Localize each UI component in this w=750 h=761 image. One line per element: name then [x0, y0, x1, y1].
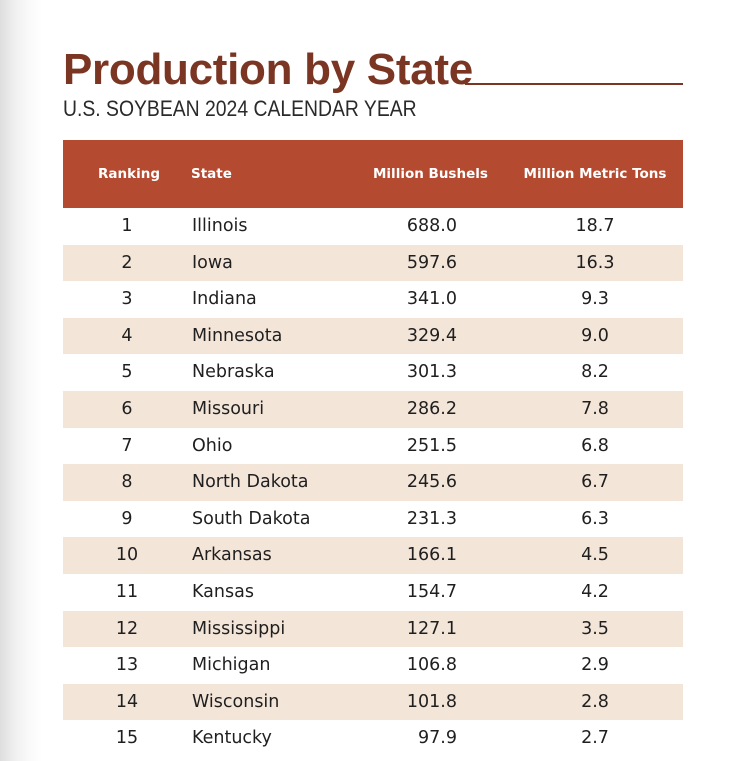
- state-cell: Iowa: [192, 252, 233, 273]
- million-bushels-cell: 97.9: [418, 728, 457, 749]
- table-row: 15 Kentucky 97.9 2.7: [63, 720, 683, 757]
- table-row: 14 Wisconsin 101.8 2.8: [63, 683, 683, 721]
- state-cell: Arkansas: [192, 545, 272, 566]
- million-bushels-cell: 245.6: [406, 472, 457, 493]
- million-metric-tons-cell: 6.3: [581, 508, 609, 529]
- table-row: 9 South Dakota 231.3 6.3: [63, 501, 683, 538]
- million-metric-tons-cell: 3.5: [581, 618, 609, 639]
- rank-cell: 15: [115, 728, 139, 749]
- table-row: 2 Iowa 597.6 16.3: [63, 244, 683, 282]
- state-cell: Ohio: [192, 435, 233, 456]
- page-subtitle: U.S. SOYBEAN 2024 CALENDAR YEAR: [63, 96, 417, 121]
- million-bushels-cell: 166.1: [406, 545, 457, 566]
- rank-cell: 9: [121, 508, 133, 529]
- million-bushels-cell: 301.3: [406, 362, 457, 383]
- table-header: Ranking State Million Bushels Million Me…: [63, 140, 683, 208]
- million-bushels-cell: 688.0: [406, 216, 457, 236]
- page-title: Production by State: [63, 45, 473, 94]
- rank-cell: 11: [115, 581, 139, 602]
- million-metric-tons-cell: 6.7: [581, 472, 609, 493]
- million-metric-tons-cell: 16.3: [575, 252, 615, 273]
- table-row: 4 Minnesota 329.4 9.0: [63, 317, 683, 355]
- table-row: 8 North Dakota 245.6 6.7: [63, 464, 683, 501]
- million-metric-tons-cell: 2.9: [581, 655, 609, 676]
- state-cell: Kansas: [192, 581, 254, 602]
- rank-cell: 8: [121, 472, 133, 493]
- rank-cell: 6: [121, 398, 133, 419]
- million-bushels-cell: 329.4: [406, 325, 457, 346]
- table-row: 10 Arkansas 166.1 4.5: [63, 537, 683, 574]
- header-state: State: [191, 165, 232, 182]
- state-cell: Indiana: [192, 289, 257, 310]
- table-row: 3 Indiana 341.0 9.3: [63, 281, 683, 318]
- state-cell: Minnesota: [192, 325, 283, 346]
- million-bushels-cell: 251.5: [406, 435, 457, 456]
- million-metric-tons-cell: 9.3: [581, 289, 609, 310]
- state-cell: North Dakota: [192, 472, 309, 493]
- rank-cell: 2: [121, 252, 133, 273]
- rank-cell: 14: [115, 691, 139, 712]
- state-cell: Mississippi: [192, 618, 286, 639]
- state-cell: Nebraska: [192, 362, 275, 383]
- rank-cell: 5: [121, 362, 133, 383]
- state-cell: Michigan: [192, 655, 271, 676]
- table-row: 6 Missouri 286.2 7.8: [63, 390, 683, 428]
- rank-cell: 7: [121, 435, 133, 456]
- rank-cell: 10: [115, 545, 139, 566]
- million-bushels-cell: 341.0: [406, 289, 457, 310]
- million-metric-tons-cell: 8.2: [581, 362, 609, 383]
- production-table: Ranking State Million Bushels Million Me…: [63, 140, 683, 757]
- table-row: 11 Kansas 154.7 4.2: [63, 574, 683, 611]
- million-bushels-cell: 101.8: [406, 691, 457, 712]
- million-metric-tons-cell: 4.2: [581, 581, 609, 602]
- table-row: 12 Mississippi 127.1 3.5: [63, 610, 683, 648]
- header-ranking: Ranking: [98, 165, 160, 182]
- million-metric-tons-cell: 6.8: [581, 435, 609, 456]
- rank-cell: 12: [115, 618, 139, 639]
- million-bushels-cell: 127.1: [406, 618, 457, 639]
- million-metric-tons-cell: 9.0: [581, 325, 609, 346]
- million-bushels-cell: 154.7: [406, 581, 457, 602]
- state-cell: Illinois: [192, 216, 248, 236]
- million-metric-tons-cell: 4.5: [581, 545, 609, 566]
- header-million-metric-tons: Million Metric Tons: [523, 165, 667, 182]
- million-bushels-cell: 106.8: [406, 655, 457, 676]
- rank-cell: 1: [121, 216, 133, 236]
- table-row: 1 Illinois 688.0 18.7: [63, 208, 683, 245]
- table-row: 7 Ohio 251.5 6.8: [63, 428, 683, 465]
- state-cell: Kentucky: [192, 728, 272, 749]
- state-cell: South Dakota: [192, 508, 311, 529]
- rank-cell: 3: [121, 289, 133, 310]
- million-bushels-cell: 231.3: [406, 508, 457, 529]
- table-row: 13 Michigan 106.8 2.9: [63, 647, 683, 684]
- rank-cell: 4: [121, 325, 133, 346]
- million-metric-tons-cell: 2.8: [581, 691, 609, 712]
- million-metric-tons-cell: 2.7: [581, 728, 609, 749]
- table-row: 5 Nebraska 301.3 8.2: [63, 354, 683, 391]
- header-million-bushels: Million Bushels: [373, 165, 488, 182]
- million-bushels-cell: 597.6: [406, 252, 457, 273]
- state-cell: Wisconsin: [192, 691, 280, 712]
- rank-cell: 13: [115, 655, 139, 676]
- million-metric-tons-cell: 7.8: [581, 398, 609, 419]
- title-rule: [465, 83, 683, 85]
- million-bushels-cell: 286.2: [406, 398, 457, 419]
- million-metric-tons-cell: 18.7: [575, 216, 615, 236]
- table-body: 1 Illinois 688.0 18.7 2 Iowa 597.6 16.3 3 Indiana…: [63, 208, 683, 757]
- state-cell: Missouri: [192, 398, 265, 419]
